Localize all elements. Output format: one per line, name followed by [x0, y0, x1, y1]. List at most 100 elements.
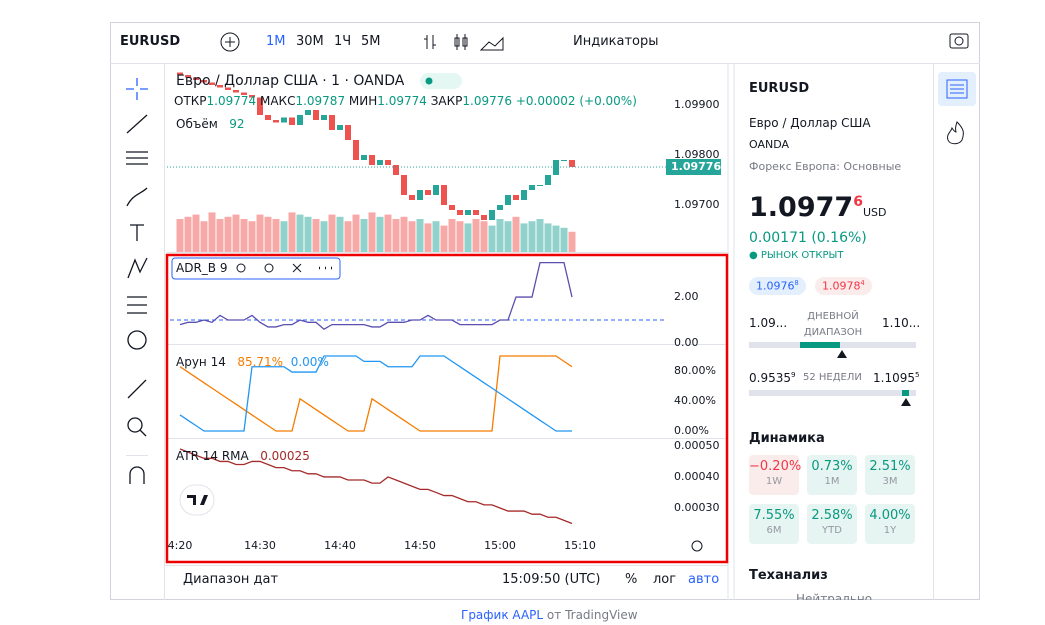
candle	[185, 75, 191, 78]
tv-logo	[187, 495, 208, 505]
volume-bar	[200, 221, 208, 252]
clock: 15:09:50 (UTC)	[502, 572, 601, 587]
candle	[473, 210, 479, 215]
week-high: 1.10955	[873, 370, 920, 385]
volume-bar	[416, 219, 424, 252]
tech-value: Нейтрально	[796, 592, 873, 600]
add-symbol[interactable]	[220, 32, 240, 52]
volume-bar	[240, 219, 248, 252]
y-tick-label: 1.09900	[674, 98, 720, 111]
volume-bar	[384, 214, 392, 252]
chart-style[interactable]	[424, 34, 504, 51]
candle	[441, 185, 447, 205]
candle	[409, 195, 415, 200]
candle	[249, 95, 255, 98]
price: 1.0977	[749, 192, 854, 223]
day-low: 1.09...	[749, 316, 788, 330]
interval[interactable]: 1М	[266, 34, 286, 49]
ask-price: 1.0978	[822, 279, 861, 293]
watchlist-icon	[946, 79, 968, 99]
indicator-line	[179, 448, 573, 525]
footer-link[interactable]: График AAPL	[461, 608, 544, 622]
performance-period: 1W	[765, 476, 783, 487]
status-dot	[425, 77, 433, 85]
volume-bar	[264, 216, 272, 252]
toolbar-symbol[interactable]: EURUSD	[120, 34, 181, 49]
volume-bar	[560, 227, 568, 252]
performance-tile[interactable]: −0.20% 1W	[749, 455, 801, 495]
legend-value: 1.09787	[295, 94, 346, 108]
candle	[393, 165, 399, 175]
auto-toggle[interactable]: авто	[688, 572, 720, 587]
volume-bar	[176, 219, 184, 252]
y-tick-label: 0.00030	[674, 501, 720, 514]
volume-bar	[272, 219, 280, 252]
log-toggle[interactable]: лог	[653, 572, 677, 587]
interval[interactable]: 5М	[361, 34, 381, 49]
percent-toggle[interactable]: %	[625, 572, 638, 587]
candle	[545, 175, 551, 185]
performance-tile[interactable]: 0.73% 1M	[807, 455, 857, 495]
candle	[273, 120, 279, 123]
indicator-name: ATR 14 RMA	[176, 449, 249, 463]
performance-tile[interactable]: 2.51% 3M	[865, 455, 915, 495]
screenshot-icon[interactable]	[949, 33, 969, 49]
x-tick-label: 14:50	[404, 539, 436, 552]
candle	[369, 155, 375, 165]
price-sup: 6	[853, 194, 863, 210]
chart-title: Евро / Доллар США · 1 · OANDA	[176, 73, 405, 89]
volume-bar	[400, 216, 408, 252]
candle	[209, 82, 215, 85]
hotlist-icon[interactable]	[947, 121, 964, 145]
candle	[353, 140, 359, 160]
legend-value: 1.09774	[206, 94, 257, 108]
interval[interactable]: 1Ч	[334, 34, 352, 49]
candle	[505, 195, 511, 205]
indicators-button[interactable]: Индикаторы	[573, 34, 659, 49]
interval[interactable]: 30М	[296, 34, 324, 49]
legend-change: +0.00002 (+0.00%)	[515, 94, 637, 108]
volume-bar	[568, 231, 576, 252]
volume-bar	[552, 225, 560, 252]
footer-text: от TradingView	[546, 608, 638, 622]
performance-tile[interactable]: 7.55% 6M	[749, 504, 799, 544]
volume-bar	[296, 214, 304, 252]
x-tick-label: 15:10	[564, 539, 596, 552]
candle	[313, 110, 319, 120]
volume-bar	[312, 219, 320, 252]
date-range[interactable]: Диапазон дат	[183, 572, 279, 587]
candle	[529, 185, 535, 190]
candle	[289, 117, 295, 125]
volume-bar	[224, 216, 232, 252]
y-tick-label: 80.00%	[674, 364, 716, 377]
volume-bar	[544, 223, 552, 252]
legend-value: 85.71%	[237, 355, 284, 369]
performance-tile[interactable]: 4.00% 1Y	[865, 504, 915, 544]
market-status: ● РЫНОК ОТКРЫТ	[749, 250, 844, 261]
indicator-legend: Арун 14 85.71% 0.00%	[176, 355, 329, 369]
candle	[537, 185, 543, 186]
bid: 1.09768	[749, 277, 806, 295]
details-exchange: OANDA	[749, 138, 790, 151]
volume-bar	[472, 219, 480, 252]
candle	[417, 190, 423, 200]
indicator-controls[interactable]	[171, 257, 341, 280]
legend-label: МАКС	[259, 94, 296, 108]
week-low: 0.95359	[749, 370, 796, 385]
week-range-fill	[902, 390, 909, 396]
volume-bar	[512, 216, 520, 252]
legend-value: 1.09774	[377, 94, 427, 108]
bid-price: 1.0976	[756, 279, 795, 293]
eye-icon[interactable]	[236, 263, 246, 273]
week-low-sup: 9	[791, 370, 796, 379]
indicator-legend: ATR 14 RMA 0.00025	[176, 449, 310, 463]
ohlc-legend: ОТКР1.09774 МАКС1.09787 МИН1.09774 ЗАКР1…	[174, 94, 637, 108]
legend-value: 92	[229, 117, 245, 131]
performance-value: 4.00%	[869, 508, 911, 523]
settings-icon[interactable]	[691, 540, 703, 552]
volume-bar	[328, 214, 336, 252]
volume-bar	[344, 221, 352, 252]
performance-tile[interactable]: 2.58% YTD	[807, 504, 857, 544]
drawing-tools[interactable]	[126, 78, 148, 484]
candle	[425, 190, 431, 195]
